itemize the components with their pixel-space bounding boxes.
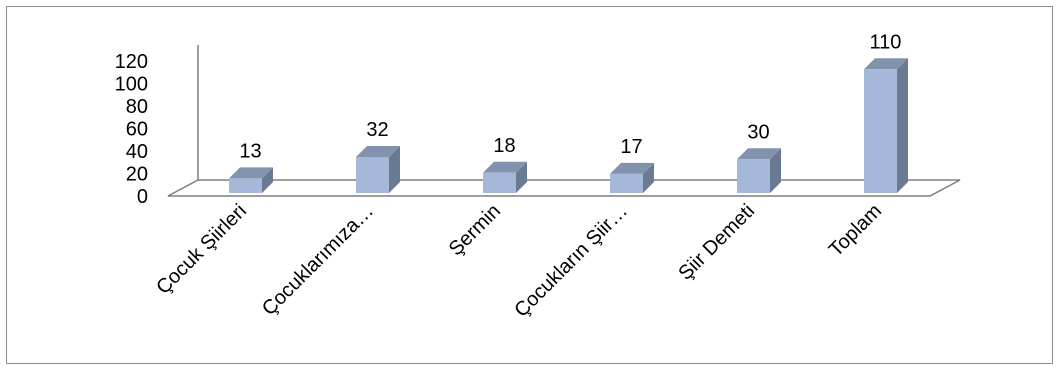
bar-front-face [610,173,643,193]
category-label: Çocukların Şiir… [510,200,632,322]
y-tick-label: 80 [126,96,148,118]
bar-side-face [516,161,527,193]
y-tick-label: 0 [137,186,148,208]
category-label: Çocuklarımıza… [258,200,378,320]
bar [356,146,400,193]
y-tick-label: 120 [115,51,148,73]
category-label: Toplam [825,200,886,261]
bar-side-face [389,146,400,193]
bar [229,167,273,193]
bar-side-face [643,162,654,193]
bar [610,162,654,193]
data-label: 110 [870,31,902,53]
bar-top-face [229,167,273,179]
bar-top-face [737,148,781,160]
y-tick-label: 40 [126,141,148,163]
bar-top-face [610,162,654,174]
data-label: 17 [620,136,642,158]
category-labels: Çocuk Şiirleri Çocuklarımıza… Şermin Çocukl… [152,200,886,322]
bar-front-face [483,172,516,193]
floor-plane [167,179,961,197]
y-tick-label: 100 [115,74,148,96]
chart-axes [167,45,961,197]
bar-front-face [864,69,897,193]
category-label: Şermin [445,200,505,260]
bar-top-face [483,161,527,173]
bar [864,58,908,193]
category-label: Çocuk Şiirleri [152,200,251,299]
bar-side-face [262,167,273,193]
bar-top-face [356,146,400,157]
y-tick-label: 20 [126,164,148,186]
y-tick-label: 60 [126,119,148,141]
bar-side-face [897,58,908,193]
bar-front-face [229,178,262,193]
data-label: 30 [747,121,769,143]
bar-front-face [737,159,770,193]
bars [229,58,908,193]
data-label: 13 [239,140,261,162]
data-label: 18 [493,135,515,157]
bar-side-face [770,148,781,193]
bar-front-face [356,157,389,193]
bar-top-face [864,58,908,70]
data-label: 32 [366,119,388,141]
category-label: Şiir Demeti [674,200,759,285]
bar [737,148,781,193]
bar [483,161,527,193]
data-labels: 13 32 18 17 30 110 [239,31,901,162]
